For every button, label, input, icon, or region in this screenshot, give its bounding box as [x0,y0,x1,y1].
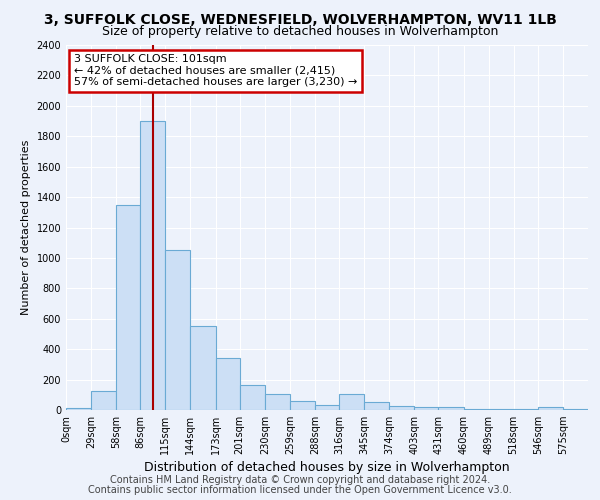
Bar [439,407,464,410]
Bar [464,409,488,410]
Y-axis label: Number of detached properties: Number of detached properties [21,140,31,315]
Bar [140,121,166,410]
Bar [166,250,190,410]
Bar [215,358,240,410]
Bar [414,407,439,410]
Bar [538,407,563,410]
Text: 3, SUFFOLK CLOSE, WEDNESFIELD, WOLVERHAMPTON, WV11 1LB: 3, SUFFOLK CLOSE, WEDNESFIELD, WOLVERHAM… [44,12,556,26]
Bar [116,204,140,410]
Bar [339,394,364,410]
Text: Contains HM Land Registry data © Crown copyright and database right 2024.: Contains HM Land Registry data © Crown c… [110,475,490,485]
Bar [563,409,588,410]
Bar [265,394,290,410]
Bar [389,406,414,410]
Bar [190,326,215,410]
Text: 3 SUFFOLK CLOSE: 101sqm
← 42% of detached houses are smaller (2,415)
57% of semi: 3 SUFFOLK CLOSE: 101sqm ← 42% of detache… [74,54,357,88]
Text: Size of property relative to detached houses in Wolverhampton: Size of property relative to detached ho… [102,25,498,38]
Bar [290,401,315,410]
Bar [514,409,538,410]
Bar [66,408,91,410]
Bar [91,391,116,410]
Bar [364,402,389,410]
Text: Contains public sector information licensed under the Open Government Licence v3: Contains public sector information licen… [88,485,512,495]
Bar [315,406,339,410]
X-axis label: Distribution of detached houses by size in Wolverhampton: Distribution of detached houses by size … [144,462,510,474]
Bar [488,409,514,410]
Bar [240,385,265,410]
